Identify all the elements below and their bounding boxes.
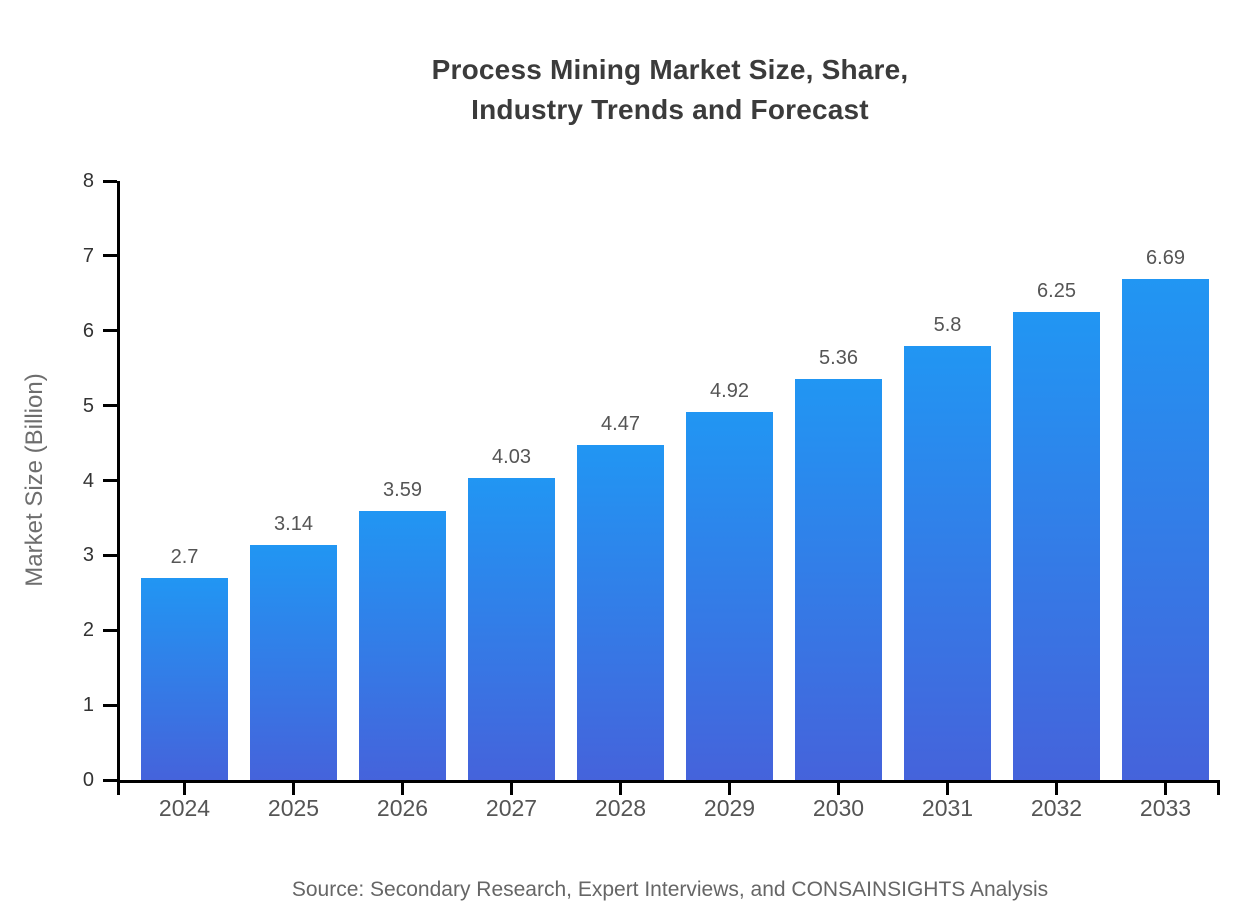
y-tick-mark xyxy=(103,254,117,258)
y-axis-title: Market Size (Billion) xyxy=(21,373,48,587)
bar-value-label: 4.92 xyxy=(710,379,749,402)
y-tick-label: 6 xyxy=(82,319,94,342)
bar-2026 xyxy=(359,511,446,780)
y-tick-mark xyxy=(103,329,117,333)
bar-2027 xyxy=(468,478,555,780)
x-tick-label-2025: 2025 xyxy=(267,795,320,821)
y-tick-label: 3 xyxy=(82,544,94,567)
bar-2028 xyxy=(577,445,664,780)
y-axis-line xyxy=(117,181,120,795)
bar-2031 xyxy=(904,345,991,780)
y-tick-mark xyxy=(103,179,117,183)
y-tick-mark xyxy=(103,404,117,408)
x-tick-label-2024: 2024 xyxy=(158,795,211,821)
bar-2029 xyxy=(686,411,773,780)
y-tick-mark xyxy=(103,479,117,482)
chart-title: Process Mining Market Size, Share, Indus… xyxy=(120,50,1220,130)
x-tick-mark xyxy=(183,783,186,795)
x-tick-label-2032: 2032 xyxy=(1030,795,1083,821)
chart-title-line2: Industry Trends and Forecast xyxy=(471,94,869,125)
bar-value-label: 4.47 xyxy=(601,413,640,436)
source-note: Source: Secondary Research, Expert Inter… xyxy=(291,878,1049,901)
bar-value-label: 5.8 xyxy=(933,313,962,336)
y-tick-mark xyxy=(103,778,117,782)
x-tick-label-2033: 2033 xyxy=(1139,795,1192,821)
y-tick-mark xyxy=(103,703,117,707)
bar-value-label: 6.69 xyxy=(1146,247,1185,270)
bar-2030 xyxy=(795,378,882,780)
x-tick-label-2027: 2027 xyxy=(485,795,538,821)
x-tick-mark xyxy=(292,783,295,795)
x-tick-mark xyxy=(946,783,949,795)
bar-2033 xyxy=(1122,279,1209,780)
bar-value-label: 2.7 xyxy=(170,545,199,568)
plot-area: 0 1 2 3 4 5 6 7 8 2.7 3.14 3.59 4.03 4.47 4.92 5.36 5.8… xyxy=(83,171,1220,821)
x-tick-mark xyxy=(619,783,622,795)
x-tick-label-2030: 2030 xyxy=(812,795,865,821)
x-tick-label-2026: 2026 xyxy=(376,795,429,821)
bar-value-label: 4.03 xyxy=(492,446,531,469)
x-tick-mark xyxy=(1055,783,1058,795)
x-tick-label-2029: 2029 xyxy=(703,795,756,821)
bar-value-label: 3.14 xyxy=(274,512,313,535)
x-axis-line xyxy=(117,780,1220,783)
bar-value-label: 5.36 xyxy=(819,346,858,369)
bar-value-label: 6.25 xyxy=(1037,280,1076,303)
y-tick-label: 8 xyxy=(82,170,94,192)
y-tick-label: 5 xyxy=(82,394,94,417)
y-tick-mark xyxy=(103,628,117,632)
x-axis-end-tick xyxy=(1217,783,1220,795)
chart-title-line1: Process Mining Market Size, Share, xyxy=(431,54,909,85)
y-tick-label: 4 xyxy=(82,469,94,492)
bar-value-label: 3.59 xyxy=(383,479,422,502)
y-tick-label: 7 xyxy=(82,244,94,267)
x-tick-mark xyxy=(510,783,513,795)
x-tick-mark xyxy=(728,783,731,795)
y-tick-label: 1 xyxy=(82,694,94,717)
x-tick-mark xyxy=(401,783,404,795)
bar-2024 xyxy=(141,577,228,780)
y-tick-label: 2 xyxy=(82,619,94,642)
x-tick-label-2028: 2028 xyxy=(594,795,647,821)
bar-2025 xyxy=(250,544,337,780)
bar-2032 xyxy=(1013,312,1100,780)
x-tick-mark xyxy=(837,783,840,795)
y-tick-mark xyxy=(103,553,117,557)
x-tick-mark xyxy=(1164,783,1167,795)
x-tick-label-2031: 2031 xyxy=(921,795,974,821)
y-tick-label: 0 xyxy=(82,769,94,791)
